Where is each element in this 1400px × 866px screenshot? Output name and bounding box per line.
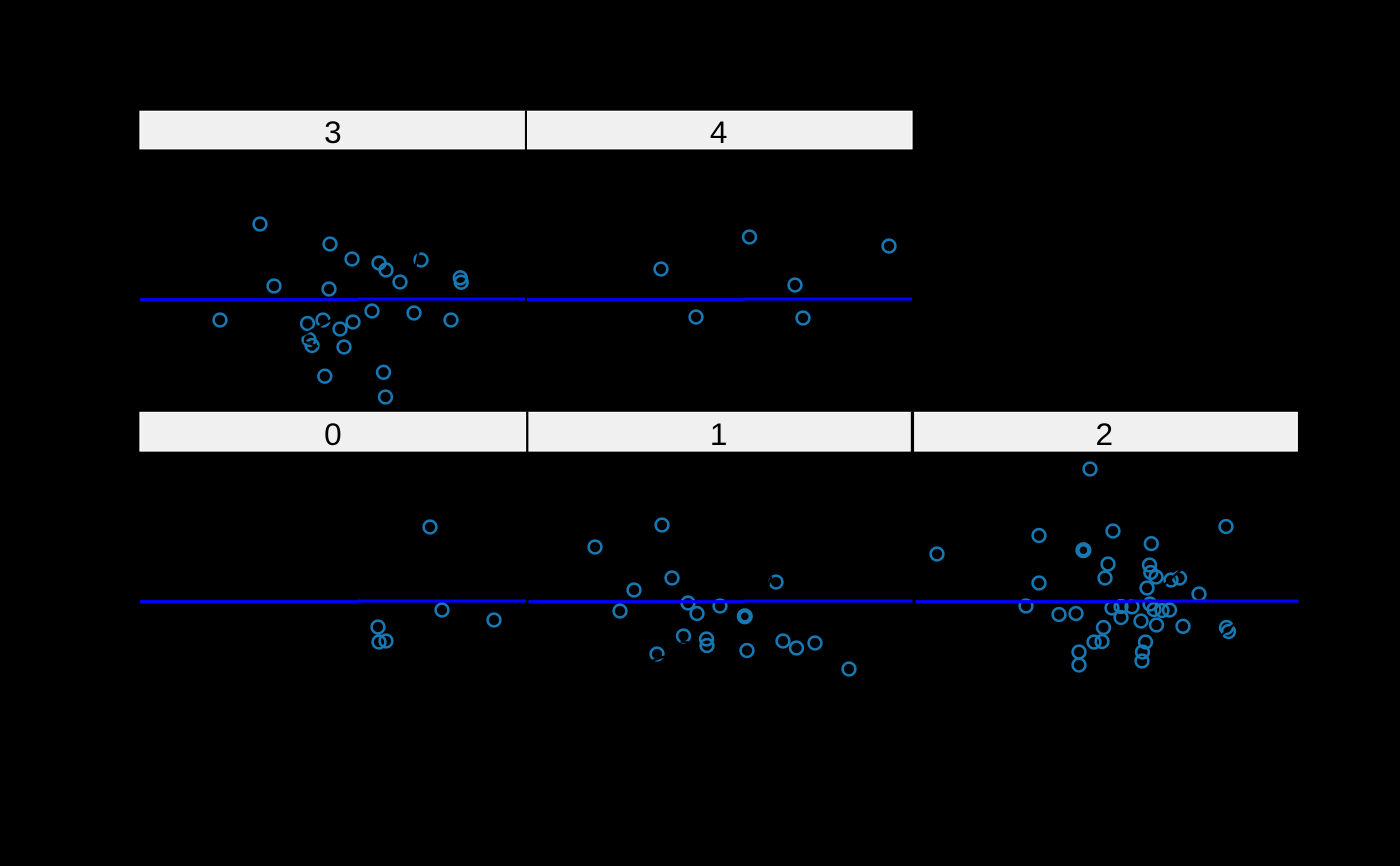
svg-text:1: 1 [710, 416, 728, 452]
svg-text:2: 2 [1096, 416, 1114, 452]
svg-text:3: 3 [324, 114, 342, 150]
svg-text:0: 0 [324, 416, 342, 452]
svg-text:4: 4 [710, 114, 728, 150]
